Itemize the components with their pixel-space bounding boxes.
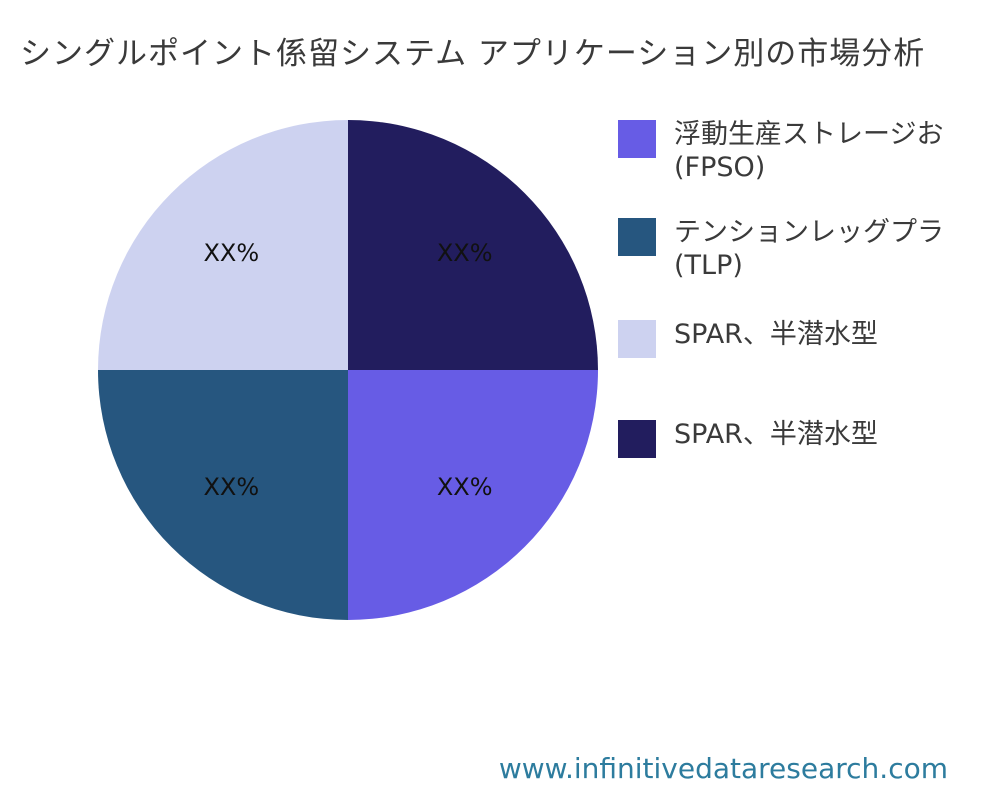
- legend-item-tlp: テンションレッグプラ (TLP): [618, 216, 1000, 282]
- slice-value-label: XX%: [203, 239, 260, 268]
- legend-text: SPAR、半潜水型: [674, 418, 878, 451]
- slice-value-label: XX%: [436, 239, 493, 268]
- footer-watermark: www.infinitivedataresearch.com: [498, 752, 948, 785]
- legend-swatch: [618, 120, 656, 158]
- legend-label: 浮動生産ストレージお: [674, 119, 944, 150]
- legend-label: (FPSO): [674, 152, 766, 183]
- legend-label: テンションレッグプラ: [674, 217, 944, 248]
- legend-item-spar-2: SPAR、半潜水型: [618, 418, 1000, 458]
- legend-label: (TLP): [674, 250, 743, 281]
- legend-item-fpso: 浮動生産ストレージお (FPSO): [618, 118, 1000, 184]
- legend: 浮動生産ストレージお (FPSO) テンションレッグプラ (TLP) SPAR、…: [618, 118, 1000, 538]
- legend-swatch: [618, 320, 656, 358]
- legend-label: SPAR、半潜水型: [674, 419, 878, 450]
- legend-swatch: [618, 420, 656, 458]
- chart-title: シングルポイント係留システム アプリケーション別の市場分析: [20, 36, 926, 72]
- legend-text: 浮動生産ストレージお (FPSO): [674, 118, 943, 184]
- legend-item-spar-1: SPAR、半潜水型: [618, 318, 1000, 358]
- legend-swatch: [618, 218, 656, 256]
- slice-value-label: XX%: [203, 472, 260, 501]
- legend-text: SPAR、半潜水型: [674, 318, 878, 351]
- slice-value-label: XX%: [436, 472, 493, 501]
- pie-chart: XX% XX% XX% XX%: [98, 120, 598, 620]
- legend-label: SPAR、半潜水型: [674, 319, 878, 350]
- legend-text: テンションレッグプラ (TLP): [674, 216, 944, 282]
